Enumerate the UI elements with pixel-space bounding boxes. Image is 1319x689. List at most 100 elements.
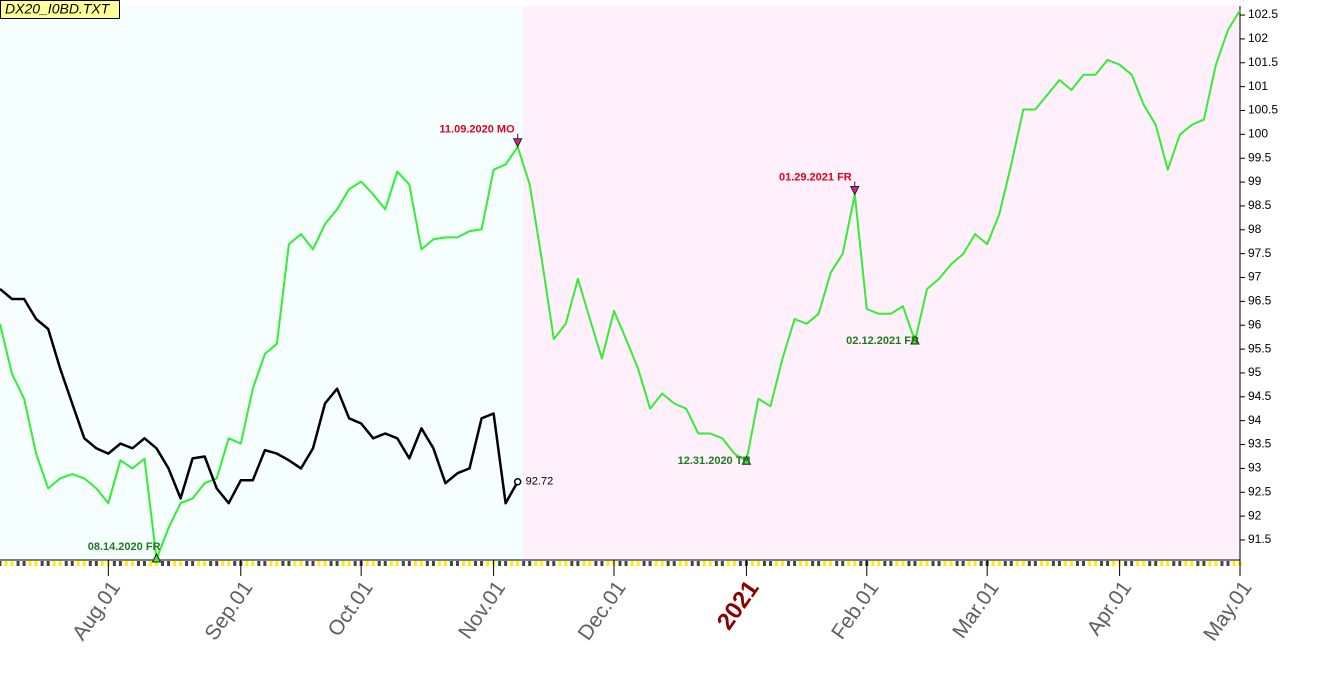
minor-tick xyxy=(793,561,797,566)
minor-tick xyxy=(552,561,556,566)
minor-tick xyxy=(371,561,375,566)
minor-tick xyxy=(1190,561,1194,566)
minor-tick xyxy=(768,561,772,566)
minor-tick xyxy=(1057,561,1061,566)
y-tick-label: 100.5 xyxy=(1248,103,1278,117)
series-line xyxy=(0,288,519,505)
minor-tick xyxy=(179,561,183,566)
minor-tick xyxy=(528,561,532,566)
minor-tick xyxy=(461,561,465,566)
minor-tick xyxy=(4,561,8,566)
y-tick-label: 94 xyxy=(1248,413,1262,427)
minor-tick xyxy=(588,561,592,566)
minor-tick xyxy=(215,561,219,566)
minor-tick xyxy=(353,561,357,566)
title-box xyxy=(0,0,120,19)
minor-tick xyxy=(486,561,490,566)
minor-tick xyxy=(419,561,423,566)
y-tick-label: 92.5 xyxy=(1248,484,1272,498)
y-tick-label: 98.5 xyxy=(1248,198,1272,212)
minor-tick xyxy=(1051,561,1055,566)
annotation: 11.09.2020 MO xyxy=(439,124,515,136)
minor-tick xyxy=(540,561,544,566)
last-value-dot xyxy=(513,477,522,486)
x-tick-label: Aug.01 xyxy=(68,577,125,645)
minor-tick xyxy=(762,561,766,566)
minor-tick xyxy=(624,561,628,566)
minor-tick xyxy=(883,561,887,566)
minor-tick xyxy=(1172,561,1176,566)
minor-tick xyxy=(407,561,411,566)
minor-tick xyxy=(696,561,700,566)
minor-tick xyxy=(708,561,712,566)
minor-tick xyxy=(293,561,297,566)
annotation: 01.29.2021 FR xyxy=(779,171,852,183)
minor-tick xyxy=(654,561,658,566)
forecast-zone xyxy=(523,6,1240,560)
minor-tick xyxy=(1178,561,1182,566)
minor-tick xyxy=(1081,561,1085,566)
minor-tick xyxy=(1226,561,1230,566)
minor-tick xyxy=(70,561,74,566)
minor-tick xyxy=(1166,561,1170,566)
x-tick-label: Oct.01 xyxy=(323,577,377,641)
minor-tick xyxy=(142,561,146,566)
minor-tick xyxy=(82,561,86,566)
minor-tick xyxy=(811,561,815,566)
minor-tick xyxy=(347,561,351,566)
minor-tick xyxy=(642,561,646,566)
minor-tick xyxy=(534,561,538,566)
minor-tick xyxy=(973,561,977,566)
history-zone xyxy=(0,6,523,560)
minor-tick xyxy=(522,561,526,566)
minor-tick xyxy=(431,561,435,566)
minor-tick xyxy=(690,561,694,566)
minor-tick xyxy=(787,561,791,566)
minor-tick xyxy=(1021,561,1025,566)
minor-tick xyxy=(967,561,971,566)
minor-tick xyxy=(401,561,405,566)
annotation: 08.14.2020 FR xyxy=(88,541,161,553)
minor-tick xyxy=(1196,561,1200,566)
high-marker xyxy=(849,181,860,196)
minor-tick xyxy=(1148,561,1152,566)
minor-tick xyxy=(263,561,267,566)
minor-tick xyxy=(299,561,303,566)
minor-tick xyxy=(221,561,225,566)
minor-tick xyxy=(100,561,104,566)
minor-tick xyxy=(155,561,159,566)
minor-tick xyxy=(823,561,827,566)
low-marker xyxy=(151,552,162,563)
minor-tick xyxy=(10,561,14,566)
minor-tick xyxy=(449,561,453,566)
minor-tick xyxy=(570,561,574,566)
minor-tick xyxy=(227,561,231,566)
minor-tick xyxy=(781,561,785,566)
low-marker xyxy=(910,334,920,345)
minor-tick xyxy=(558,561,562,566)
low-marker xyxy=(741,455,752,465)
minor-tick xyxy=(58,561,62,566)
annotation: 12.31.2020 TH xyxy=(678,455,751,467)
minor-tick xyxy=(1112,561,1116,566)
x-tick-label: Dec.01 xyxy=(574,577,631,645)
minor-tick xyxy=(799,561,803,566)
minor-tick xyxy=(1015,561,1019,566)
minor-tick xyxy=(34,561,38,566)
y-tick-label: 95 xyxy=(1248,365,1262,379)
chart-title: DX20_I0BD.TXT xyxy=(5,1,111,17)
y-tick-label: 94.5 xyxy=(1248,389,1272,403)
minor-tick xyxy=(913,561,917,566)
minor-tick xyxy=(1184,561,1188,566)
minor-tick xyxy=(257,561,261,566)
minor-tick xyxy=(365,561,369,566)
minor-tick xyxy=(666,561,670,566)
y-tick-label: 100 xyxy=(1248,127,1268,141)
minor-tick xyxy=(919,561,923,566)
y-tick-label: 98 xyxy=(1248,222,1262,236)
minor-tick xyxy=(173,561,177,566)
y-tick-label: 96.5 xyxy=(1248,294,1272,308)
y-tick-label: 92 xyxy=(1248,508,1262,522)
y-tick-label: 97.5 xyxy=(1248,246,1272,260)
